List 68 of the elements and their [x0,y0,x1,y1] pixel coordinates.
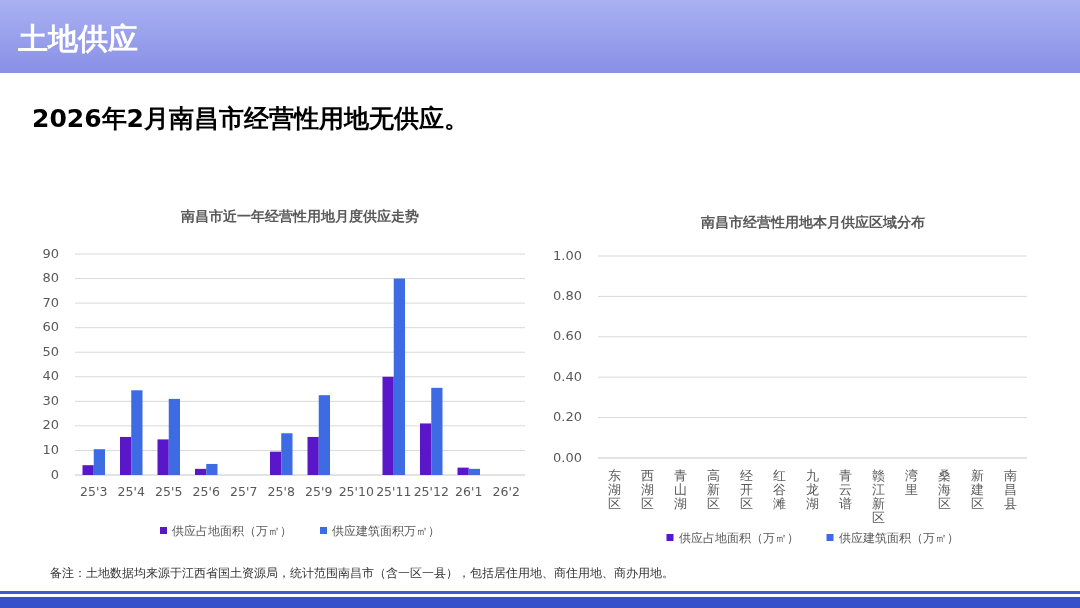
x-tick-label: 西湖区 [641,468,654,511]
x-tick-label: 25'6 [192,483,220,499]
bar [131,390,143,475]
x-tick-label: 25'8 [267,483,295,499]
bar [393,278,405,475]
x-tick-label: 桑海区 [938,468,951,511]
x-tick-label: 25'5 [155,483,183,499]
y-tick-label: 0.20 [553,409,582,425]
bar [468,468,480,475]
text: 土地供应 [17,21,138,56]
bar [195,468,207,475]
x-tick-label: 25'9 [305,483,333,499]
x-tick-label: 25'10 [338,483,374,499]
y-tick-label: 20 [42,417,59,433]
bar [120,436,132,475]
y-tick-label: 40 [42,368,59,384]
bar [281,433,293,475]
legend-label: 供应占地面积（万㎡） [678,530,799,545]
x-tick-label: 青山湖 [674,468,687,511]
bar [157,439,169,475]
bar [270,451,282,475]
x-tick-label: 赣江新区 [872,468,885,525]
x-tick-label: 红谷滩 [773,468,786,511]
y-tick-label: 50 [42,343,59,359]
y-tick-label: 0.40 [553,368,582,384]
bar [82,465,94,475]
x-tick-label: 经开区 [740,468,753,511]
legend-label: 供应建筑面积（万㎡） [838,530,959,545]
x-tick-label: 25'7 [230,483,258,499]
x-tick-label: 九龙湖 [806,468,819,511]
y-tick-label: 80 [42,270,59,286]
x-tick-label: 青云谱 [839,468,852,511]
bar [431,387,443,475]
y-tick-label: 90 [42,245,59,261]
text: 2026年2月南昌市经营性用地无供应。 [32,104,469,133]
y-tick-label: 60 [42,319,59,335]
chart-title: 南昌市近一年经营性用地月度供应走势 [180,208,419,224]
bar [168,398,180,475]
x-tick-label: 25'4 [117,483,145,499]
x-tick-label: 湾里 [905,468,918,497]
y-tick-label: 70 [42,294,59,310]
text: 备注：土地数据均来源于江西省国土资源局，统计范围南昌市（含一区一县），包括居住用地、商住用地、商办用地。 [50,566,674,580]
bar [457,467,469,475]
y-tick-label: 1.00 [553,247,582,263]
x-tick-label: 南昌县 [1004,468,1017,511]
y-tick-label: 0.60 [553,328,582,344]
y-tick-label: 30 [42,392,59,408]
bar [93,449,105,475]
y-tick-label: 0.00 [553,449,582,465]
bar [307,436,319,475]
bar [318,395,330,475]
y-tick-label: 0.80 [553,287,582,303]
x-tick-label: 东湖区 [608,468,621,511]
chart-title: 南昌市经营性用地本月供应区域分布 [699,214,925,230]
legend-label: 供应建筑面积万㎡） [332,523,440,538]
x-tick-label: 25'11 [376,483,412,499]
bar [206,463,218,475]
x-tick-label: 25'3 [80,483,108,499]
bar [420,423,432,475]
x-tick-label: 高新区 [707,468,720,511]
x-tick-label: 26'2 [492,483,520,499]
x-tick-label: 25'12 [413,483,449,499]
y-tick-label: 0 [50,466,59,482]
y-tick-label: 10 [42,441,59,457]
bar [382,376,394,475]
x-tick-label: 新建区 [970,468,984,511]
x-tick-label: 26'1 [455,483,483,499]
legend-label: 供应占地面积（万㎡） [172,523,292,538]
